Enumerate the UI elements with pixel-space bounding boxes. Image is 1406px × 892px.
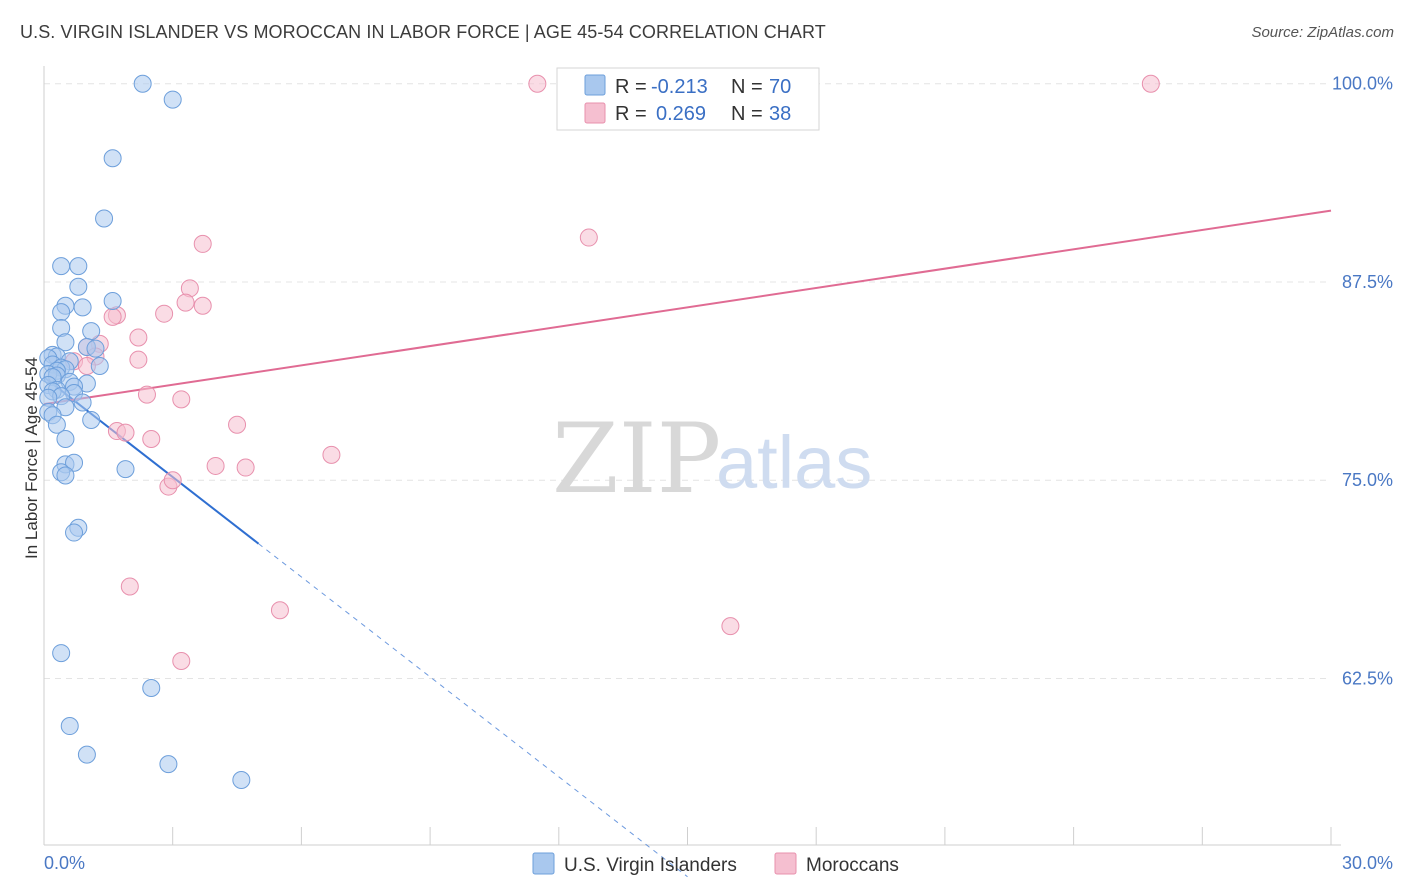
point-moroccans [236, 458, 255, 477]
series-legend: U.S. Virgin Islanders Moroccans [532, 852, 899, 876]
r-label-pink: R = [615, 103, 647, 125]
point-virgin-islanders [77, 745, 96, 764]
watermark-atlas: atlas [716, 421, 872, 504]
point-virgin-islanders [90, 357, 109, 376]
point-moroccans [721, 617, 740, 636]
point-virgin-islanders [82, 410, 101, 429]
point-virgin-islanders [56, 466, 75, 485]
point-virgin-islanders [103, 292, 122, 311]
point-virgin-islanders [73, 298, 92, 317]
y-tick-label: 87.5% [1342, 272, 1393, 292]
r-label-blue: R = [615, 76, 647, 98]
legend-label-moroccans: Moroccans [806, 855, 899, 876]
n-value-blue: 70 [769, 76, 791, 98]
point-virgin-islanders [103, 149, 122, 168]
trend-line-virgin-islanders-extension [258, 543, 688, 878]
point-virgin-islanders [232, 770, 251, 789]
n-value-pink: 38 [769, 103, 791, 125]
point-moroccans [172, 652, 191, 671]
point-virgin-islanders [65, 523, 84, 542]
x-tick-label-min: 0.0% [44, 853, 85, 873]
point-moroccans [528, 74, 547, 93]
y-tick-label: 75.0% [1342, 470, 1393, 490]
watermark-zip: ZIP [552, 403, 721, 515]
legend-label-virgin-islanders: U.S. Virgin Islanders [564, 855, 737, 876]
y-axis-label: In Labor Force | Age 45-54 [22, 357, 41, 559]
point-virgin-islanders [60, 717, 79, 736]
point-virgin-islanders [52, 644, 71, 663]
legend-swatch-virgin-islanders [532, 852, 555, 875]
point-moroccans [172, 390, 191, 409]
r-value-blue: -0.213 [651, 76, 708, 98]
data-points [39, 74, 1160, 789]
legend-swatch-moroccans [774, 852, 797, 875]
point-moroccans [228, 415, 247, 434]
r-value-pink: 0.269 [656, 103, 706, 125]
point-virgin-islanders [47, 415, 66, 434]
point-moroccans [129, 350, 148, 369]
y-tick-label: 100.0% [1332, 74, 1393, 94]
point-virgin-islanders [82, 322, 101, 341]
point-moroccans [206, 456, 225, 475]
point-virgin-islanders [159, 755, 178, 774]
point-virgin-islanders [116, 460, 135, 479]
point-virgin-islanders [56, 398, 75, 417]
point-virgin-islanders [73, 393, 92, 412]
point-virgin-islanders [163, 90, 182, 109]
point-moroccans [142, 429, 161, 448]
point-moroccans [129, 328, 148, 347]
point-moroccans [155, 304, 174, 323]
point-moroccans [1141, 74, 1160, 93]
point-virgin-islanders [69, 277, 88, 296]
stats-legend-swatch-blue [584, 74, 606, 96]
chart-title: U.S. VIRGIN ISLANDER VS MOROCCAN IN LABO… [20, 22, 826, 42]
axes [43, 66, 1341, 846]
point-virgin-islanders [69, 257, 88, 276]
trend-line-moroccans [43, 209, 1332, 406]
source-credit: Source: ZipAtlas.com [1251, 24, 1394, 41]
point-virgin-islanders [86, 339, 105, 358]
point-moroccans [579, 228, 598, 247]
point-virgin-islanders [65, 453, 84, 472]
x-tick-label-max: 30.0% [1342, 853, 1393, 873]
n-label-blue: N = [731, 76, 763, 98]
point-moroccans [116, 423, 135, 442]
point-virgin-islanders [95, 209, 114, 228]
point-moroccans [322, 445, 341, 464]
point-virgin-islanders [52, 257, 71, 276]
point-moroccans [103, 307, 122, 326]
point-moroccans [120, 577, 139, 596]
stats-legend-swatch-pink [584, 102, 606, 124]
y-tick-label: 62.5% [1342, 668, 1393, 688]
y-tick-labels: 62.5% 75.0% 87.5% 100.0% [1332, 74, 1393, 689]
point-moroccans [176, 293, 195, 312]
point-moroccans [193, 234, 212, 253]
point-virgin-islanders [56, 429, 75, 448]
gridlines [44, 83, 1331, 679]
point-virgin-islanders [133, 74, 152, 93]
n-label-pink: N = [731, 103, 763, 125]
point-moroccans [270, 601, 289, 620]
point-moroccans [163, 471, 182, 490]
point-virgin-islanders [142, 678, 161, 697]
point-moroccans [137, 385, 156, 404]
point-virgin-islanders [52, 303, 71, 322]
point-moroccans [193, 296, 212, 315]
point-virgin-islanders [56, 333, 75, 352]
stats-legend: R = -0.213 N = 70 R = 0.269 N = 38 [556, 67, 820, 131]
